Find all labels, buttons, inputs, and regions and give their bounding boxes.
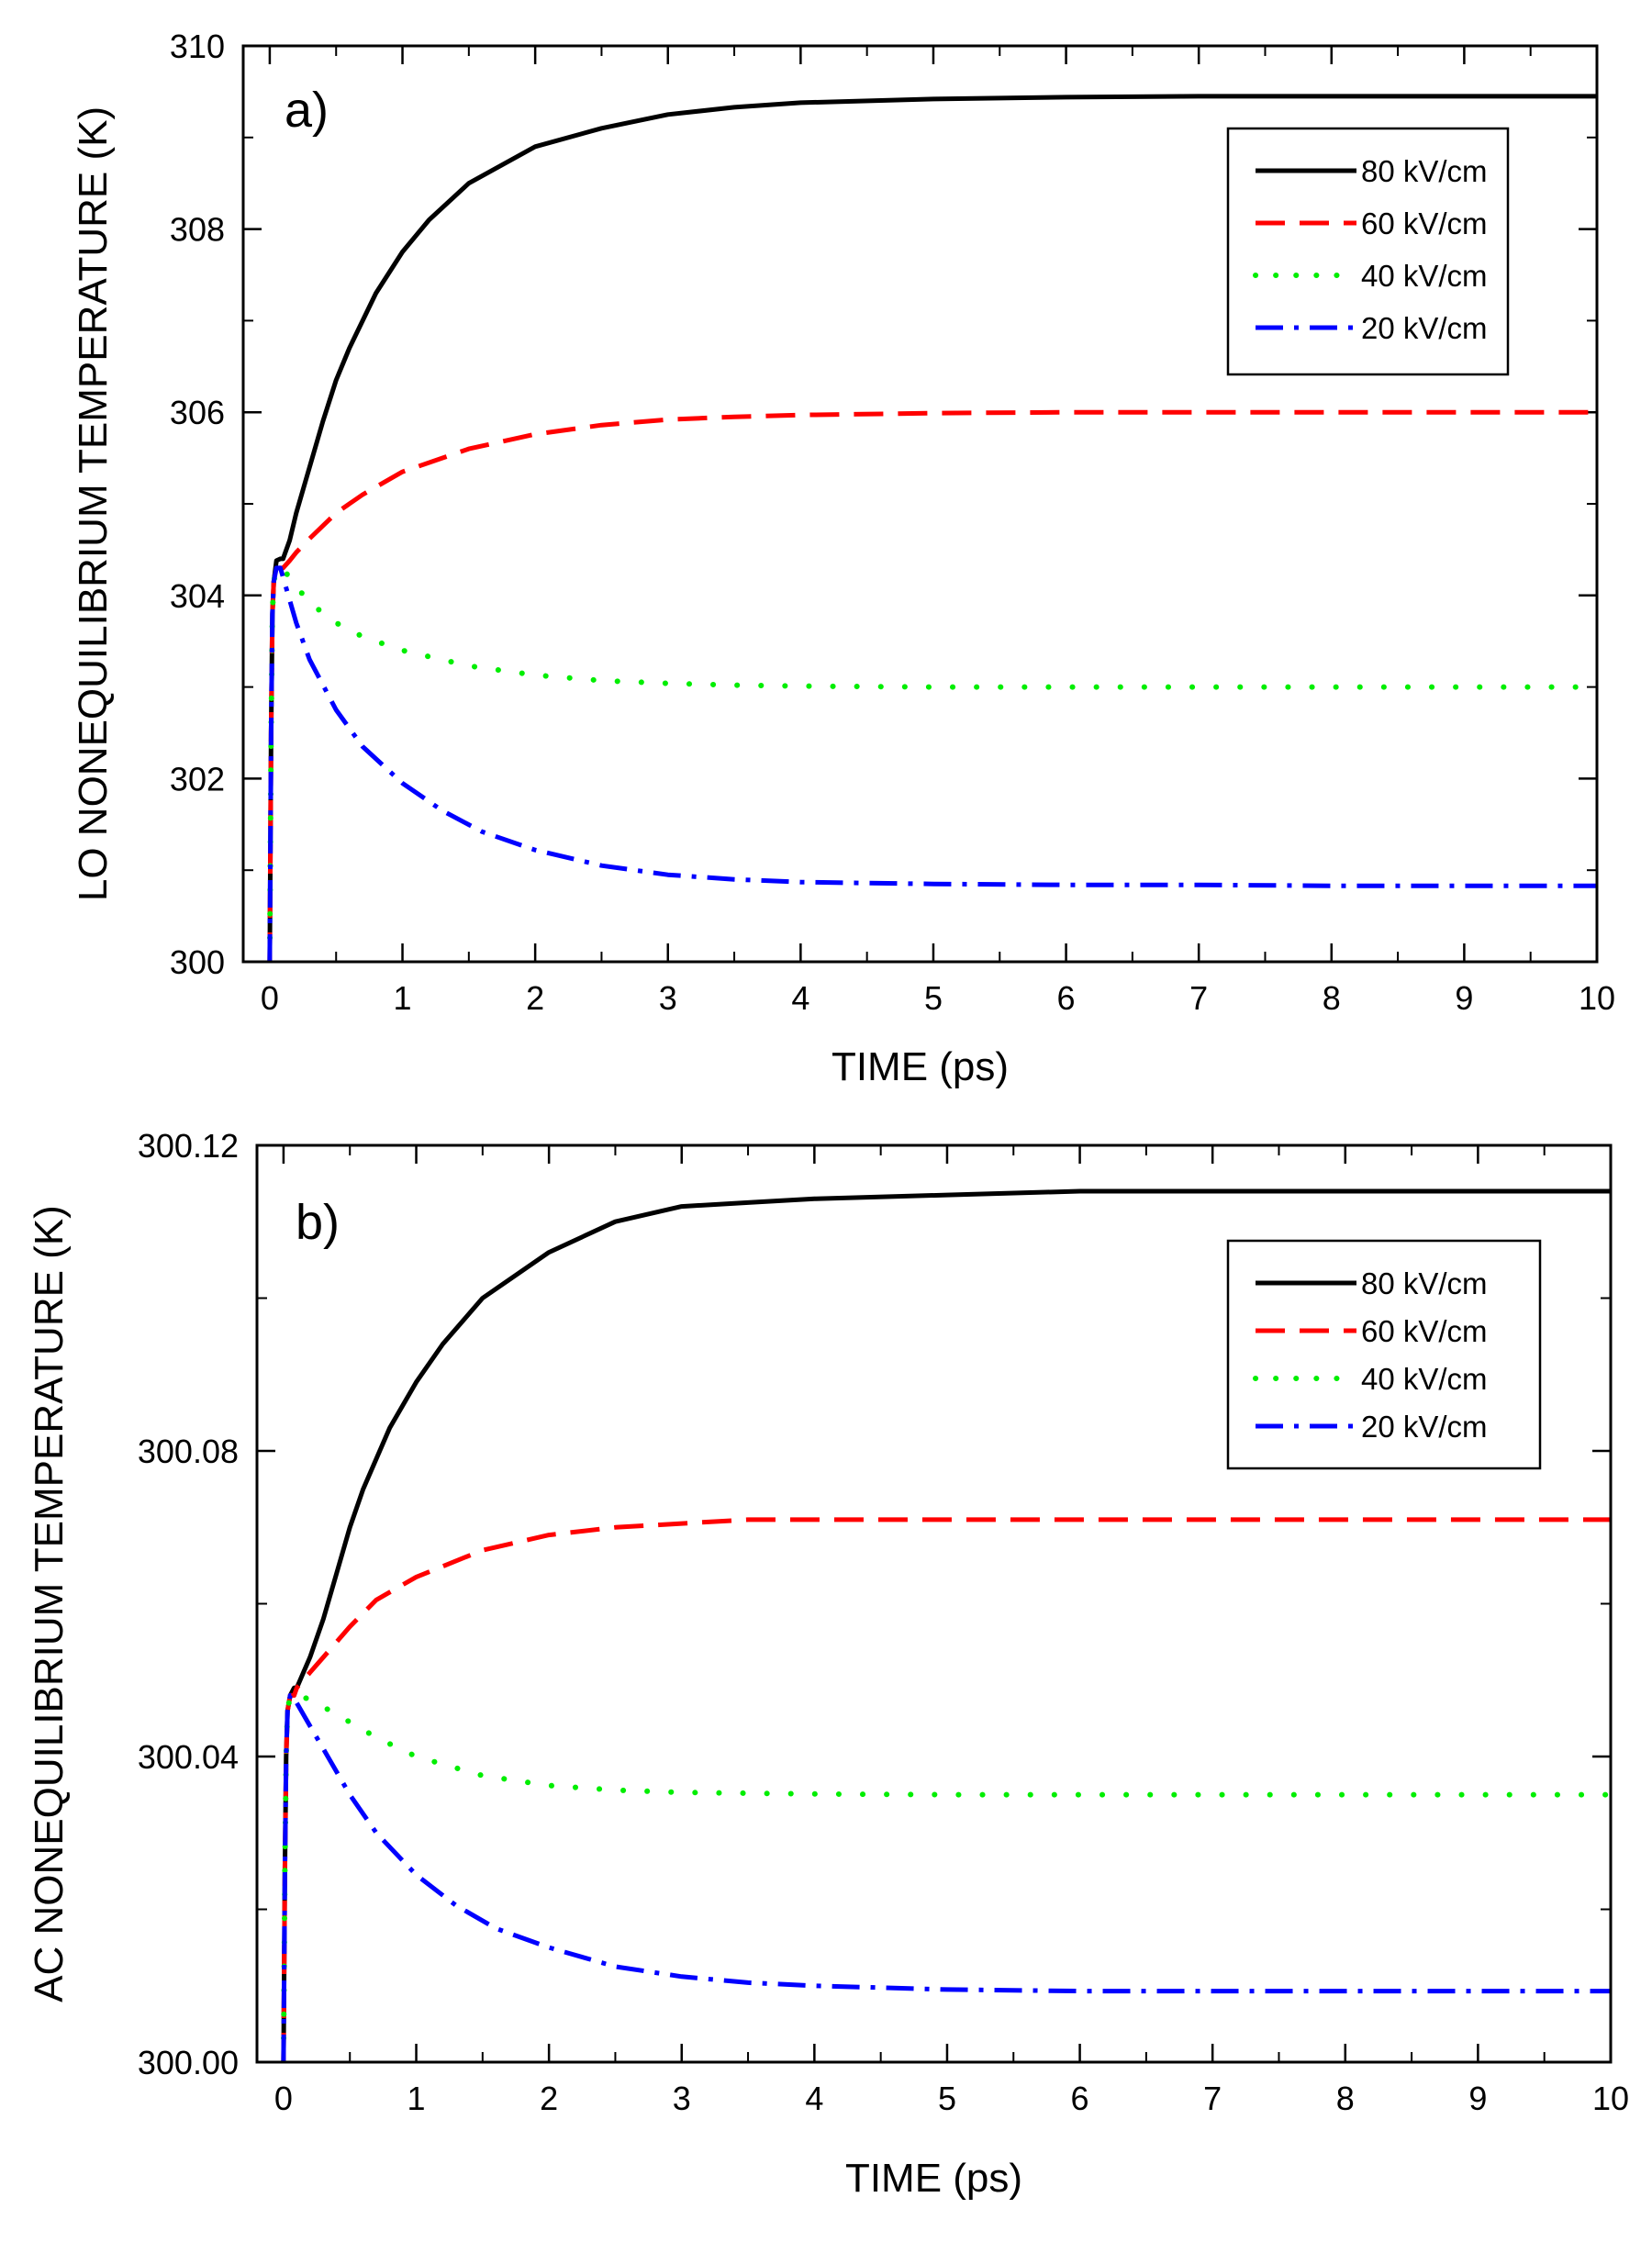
y-tick-label: 300 [170,943,225,981]
x-axis-title: TIME (ps) [845,2156,1022,2201]
x-tick-label: 8 [1336,2080,1355,2117]
legend-label: 80 kV/cm [1361,1266,1488,1300]
x-tick-label: 2 [540,2080,558,2117]
y-tick-label: 300.00 [138,2044,239,2081]
legend-label: 80 kV/cm [1361,154,1488,188]
x-tick-label: 7 [1203,2080,1222,2117]
x-tick-label: 10 [1579,979,1615,1017]
legend-label: 60 kV/cm [1361,1314,1488,1348]
series-line-20-kv-cm [281,1692,1611,2062]
y-tick-label: 302 [170,760,225,798]
x-tick-label: 4 [805,2080,823,2117]
chart-panel-a: 0 1 2 3 4 5 6 7 8 9 10 300 302 304 306 308 310 a) TIME (ps… [71,28,1615,1089]
y-tick-label: 310 [170,28,225,65]
series-line-60-kv-cm [281,1517,1611,2062]
series-line-40-kv-cm [280,1692,1611,2062]
x-tick-label: 10 [1592,2080,1629,2117]
series-line-80-kv-cm [267,94,1597,962]
x-tick-label: 7 [1189,979,1208,1017]
y-axis-title: LO NONEQUILIBRIUM TEMPERATURE (K) [71,106,116,901]
legend-label: 20 kV/cm [1361,311,1488,345]
chart-panel-b: 0 1 2 3 4 5 6 7 8 9 10 300.00 300.04 300.08 300.12 b) TI… [27,1127,1629,2201]
x-tick-label: 6 [1057,979,1076,1017]
x-tick-label: 3 [659,979,677,1017]
legend-box [1226,1239,1542,1470]
x-tick-label: 5 [938,2080,956,2117]
panel-label: b) [296,1195,340,1250]
x-tick-label: 2 [526,979,544,1017]
series-line-20-kv-cm [267,565,1597,962]
x-tick-label: 6 [1071,2080,1089,2117]
panel-label: a) [285,83,329,138]
y-tick-label: 300.08 [138,1433,239,1470]
y-axis-title: AC NONEQUILIBRIUM TEMPERATURE (K) [27,1205,72,2002]
x-tick-label: 1 [407,2080,426,2117]
plot-frame [241,44,1599,964]
legend: 80 kV/cm 60 kV/cm 40 kV/cm 20 kV/cm [1226,127,1510,376]
x-tick-label: 0 [274,2080,293,2117]
x-tick-label: 0 [261,979,279,1017]
y-tick-label: 306 [170,394,225,431]
x-axis-title: TIME (ps) [832,1044,1009,1089]
x-tick-label: 9 [1468,2080,1487,2117]
x-tick-label: 1 [394,979,412,1017]
y-tick-label: 300.04 [138,1738,239,1776]
y-tick-label: 308 [170,211,225,249]
legend: 80 kV/cm 60 kV/cm 40 kV/cm 20 kV/cm [1226,1239,1542,1470]
plot-frame [255,1143,1613,2064]
series-line-60-kv-cm [267,409,1597,962]
y-tick-label: 300.12 [138,1127,239,1165]
series-line-80-kv-cm [281,1188,1611,2062]
x-tick-label: 3 [673,2080,691,2117]
legend-label: 60 kV/cm [1361,206,1488,240]
x-tick-label: 5 [924,979,943,1017]
legend-label: 20 kV/cm [1361,1410,1488,1444]
x-tick-label: 8 [1323,979,1341,1017]
series-line-40-kv-cm [266,564,1597,962]
y-tick-label: 304 [170,577,225,615]
x-tick-label: 4 [791,979,809,1017]
legend-label: 40 kV/cm [1361,1362,1488,1396]
x-tick-label: 9 [1455,979,1473,1017]
legend-label: 40 kV/cm [1361,259,1488,293]
